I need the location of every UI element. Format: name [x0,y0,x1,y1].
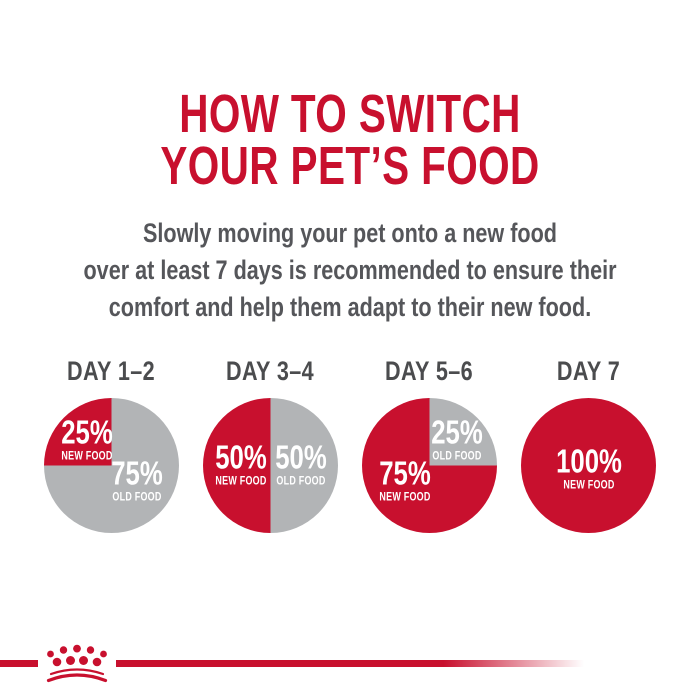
intro-text: Slowly moving your pet onto a new food o… [0,215,700,326]
slice-label: 75% OLD FOOD [111,456,163,504]
pie-card: DAY 7 100% NEW FOOD [521,356,657,533]
slice-label: 50% NEW FOOD [215,440,267,488]
footer-rule-left [0,660,38,667]
intro-text-line-1: Slowly moving your pet onto a new food [142,218,558,248]
pie-chart: 50% OLD FOOD 50% NEW FOOD [203,398,338,533]
intro-text-line-3: comfort and help them adapt to their new… [108,292,592,322]
pie-card: DAY 3–4 50% OLD FOOD 50% NEW FOOD [203,356,339,533]
pie-chart: 75% OLD FOOD 25% NEW FOOD [44,398,179,533]
slice-label: 100% NEW FOOD [556,444,622,492]
day-range-label: DAY 3–4 [226,356,315,386]
slice-percent: 75% [110,453,163,491]
pie-chart: 25% OLD FOOD 75% NEW FOOD [362,398,497,533]
slice-label: 25% NEW FOOD [61,415,113,463]
slice-percent: 25% [430,412,483,450]
slice-percent: 50% [214,437,267,475]
page-title-line-1: HOW TO SWITCH [179,84,521,144]
pie-card: DAY 1–2 75% OLD FOOD 25% NEW FOOD [44,356,180,533]
page-title: HOW TO SWITCH YOUR PET’S FOOD [0,84,700,196]
slice-percent: 100% [555,441,622,479]
pie-chart: 100% NEW FOOD [521,398,656,533]
slice-percent: 50% [274,437,327,475]
slice-food-label: NEW FOOD [214,474,267,487]
slice-percent: 25% [60,412,113,450]
slice-label: 50% OLD FOOD [275,440,327,488]
slice-label: 75% NEW FOOD [379,456,431,504]
slice-food-label: OLD FOOD [431,449,482,462]
slice-food-label: NEW FOOD [60,449,113,462]
slice-food-label: NEW FOOD [562,478,615,491]
slice-percent: 75% [378,453,431,491]
pie-chart-row: DAY 1–2 75% OLD FOOD 25% NEW FOOD DAY 3–4 50% O… [0,356,700,533]
footer-rule-main [116,660,584,667]
slice-food-label: OLD FOOD [275,474,326,487]
day-range-label: DAY 7 [556,356,621,386]
slice-food-label: NEW FOOD [378,490,431,503]
intro-text-line-2: over at least 7 days is recommended to e… [83,255,617,285]
pie-card: DAY 5–6 25% OLD FOOD 75% NEW FOOD [362,356,498,533]
royal-canin-crown-logo-icon [46,644,108,683]
slice-label: 25% OLD FOOD [431,415,483,463]
slice-food-label: OLD FOOD [111,490,162,503]
page-title-line-2: YOUR PET’S FOOD [160,136,540,196]
day-range-label: DAY 1–2 [67,356,156,386]
day-range-label: DAY 5–6 [385,356,474,386]
